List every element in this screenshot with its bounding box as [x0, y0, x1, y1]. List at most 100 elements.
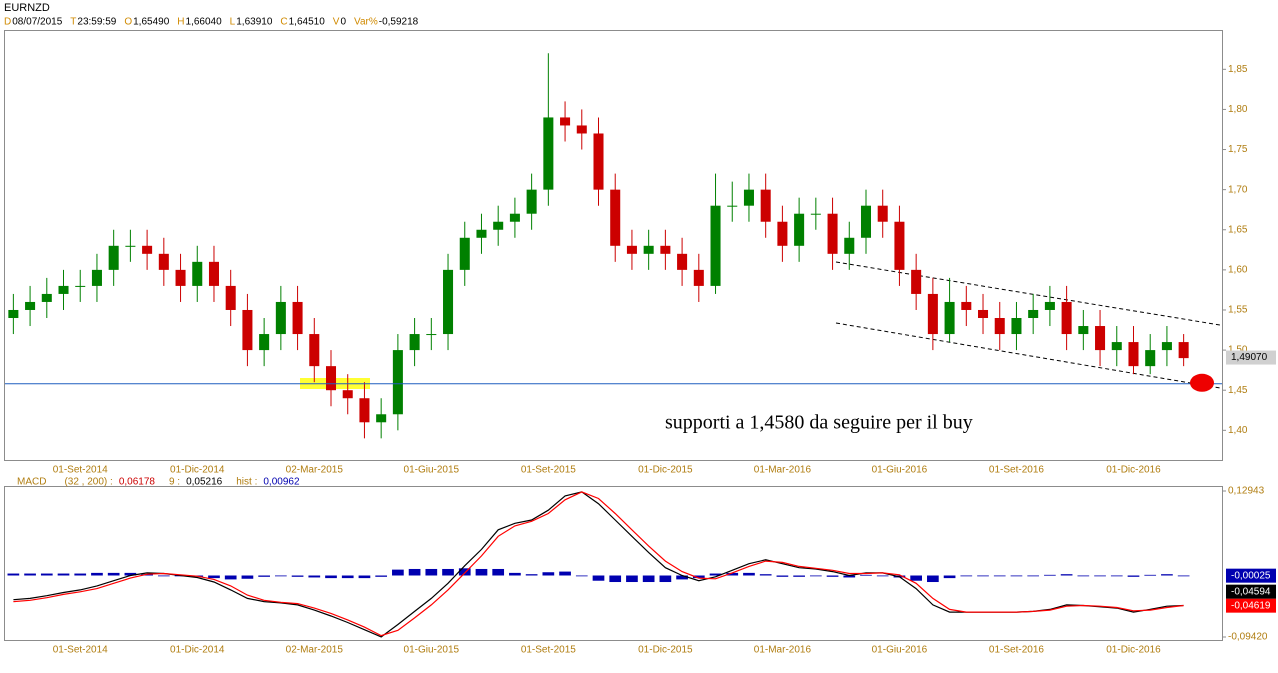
legend-name: hist :	[236, 477, 257, 488]
legend-value: 0,00962	[263, 477, 300, 488]
candle-body	[944, 301, 955, 335]
hist-bar	[642, 575, 655, 583]
x-tick-label: 01-Set-2014	[53, 645, 108, 656]
y-tick-label: -0,09420	[1228, 632, 1268, 643]
candle-body	[1161, 342, 1172, 351]
candle-body	[426, 334, 437, 336]
candle-body	[610, 189, 621, 246]
hist-bar	[492, 568, 505, 576]
field-value: 1,65490	[133, 17, 170, 28]
candle-body	[8, 309, 19, 319]
hist-bar	[659, 575, 672, 583]
hist-bar	[141, 574, 153, 576]
y-tick-label: 1,50	[1228, 345, 1248, 356]
hist-bar	[776, 575, 789, 577]
candle-body	[41, 293, 52, 302]
hist-bar	[676, 575, 688, 580]
hist-bar	[157, 575, 170, 577]
last-value-box	[1226, 598, 1276, 613]
last-value-box	[1226, 584, 1276, 599]
x-tick-label: 01-Dic-2014	[170, 645, 225, 656]
candle-body	[75, 285, 86, 287]
hist-bar	[408, 568, 421, 576]
hist-bar	[743, 572, 755, 576]
candle-body	[325, 366, 337, 391]
candle-body	[108, 245, 119, 270]
candle-body	[760, 189, 771, 222]
candle-body	[242, 309, 253, 351]
hist-bar	[826, 575, 839, 577]
hist-bar	[1094, 575, 1106, 577]
candle-body	[727, 205, 738, 207]
last-value-box	[1226, 568, 1276, 583]
hist-bar	[1110, 575, 1123, 577]
trend-line	[835, 261, 1221, 326]
candle-body	[576, 125, 587, 134]
field-value: 08/07/2015	[12, 17, 62, 28]
hist-bar	[124, 572, 137, 576]
candle-body	[142, 245, 153, 254]
legend-name: (32 , 200) :	[64, 477, 112, 488]
hist-bar	[57, 573, 70, 576]
field-key: H	[177, 17, 184, 28]
hist-bar	[809, 575, 822, 577]
x-tick-label: 01-Giu-2015	[404, 465, 460, 476]
price-panel-frame	[4, 30, 1223, 461]
field-key: T	[70, 17, 76, 28]
candle-body	[1044, 301, 1055, 310]
hist-bar	[1027, 575, 1040, 577]
candle-body	[543, 117, 554, 190]
y-tick-label: 1,70	[1228, 184, 1248, 195]
legend-value: 0,06178	[119, 477, 156, 488]
highlight-marker	[1190, 373, 1214, 392]
candle-body	[961, 301, 972, 310]
hist-bar	[375, 575, 388, 577]
hist-bar	[559, 571, 571, 576]
hist-bar	[24, 573, 36, 576]
hist-bar	[74, 573, 87, 576]
field-value: 1,63910	[236, 17, 273, 28]
hist-bar	[341, 575, 354, 579]
x-tick-label: 01-Set-2016	[989, 465, 1044, 476]
candle-body	[677, 253, 688, 270]
last-price-label: 1,49070	[1231, 352, 1268, 363]
x-tick-label: 02-Mar-2015	[286, 465, 344, 476]
hist-bar	[107, 572, 120, 576]
y-tick-label: 1,55	[1228, 305, 1248, 316]
hist-bar	[960, 575, 973, 577]
x-tick-label: 01-Dic-2014	[170, 465, 225, 476]
hist-bar	[876, 575, 889, 577]
candle-body	[1061, 301, 1072, 335]
hist-bar	[592, 575, 605, 581]
candle-body	[794, 213, 805, 246]
field-value: 23:59:59	[77, 17, 116, 28]
hist-bar	[943, 575, 956, 579]
candle-body	[560, 117, 571, 126]
candle-body	[259, 334, 270, 351]
candle-body	[1128, 342, 1139, 367]
candle-body	[1078, 326, 1089, 335]
candle-body	[292, 301, 303, 335]
annotation: supporti a 1,4580 da seguire per il buy	[665, 412, 973, 434]
hist-bar	[542, 572, 555, 576]
candle-body	[1028, 309, 1039, 319]
hist-bar	[442, 568, 454, 576]
hist-bar	[1044, 574, 1056, 576]
y-tick-label: 1,60	[1228, 265, 1248, 276]
field-value: 1,66040	[186, 17, 223, 28]
candle-body	[342, 390, 353, 399]
candle-body	[158, 253, 169, 270]
field-key: L	[230, 17, 236, 28]
hist-bar	[692, 575, 705, 579]
candle-body	[660, 245, 671, 254]
candle-body	[125, 245, 136, 247]
field-key: D	[4, 17, 11, 28]
candle-body	[526, 189, 537, 214]
x-tick-label: 01-Dic-2015	[638, 645, 693, 656]
hist-bar	[1144, 574, 1157, 576]
candle-body	[1178, 342, 1189, 359]
candle-body	[359, 398, 370, 423]
macd-panel-frame	[4, 486, 1223, 641]
x-tick-label: 01-Set-2015	[521, 645, 576, 656]
hist-bar	[993, 575, 1006, 577]
